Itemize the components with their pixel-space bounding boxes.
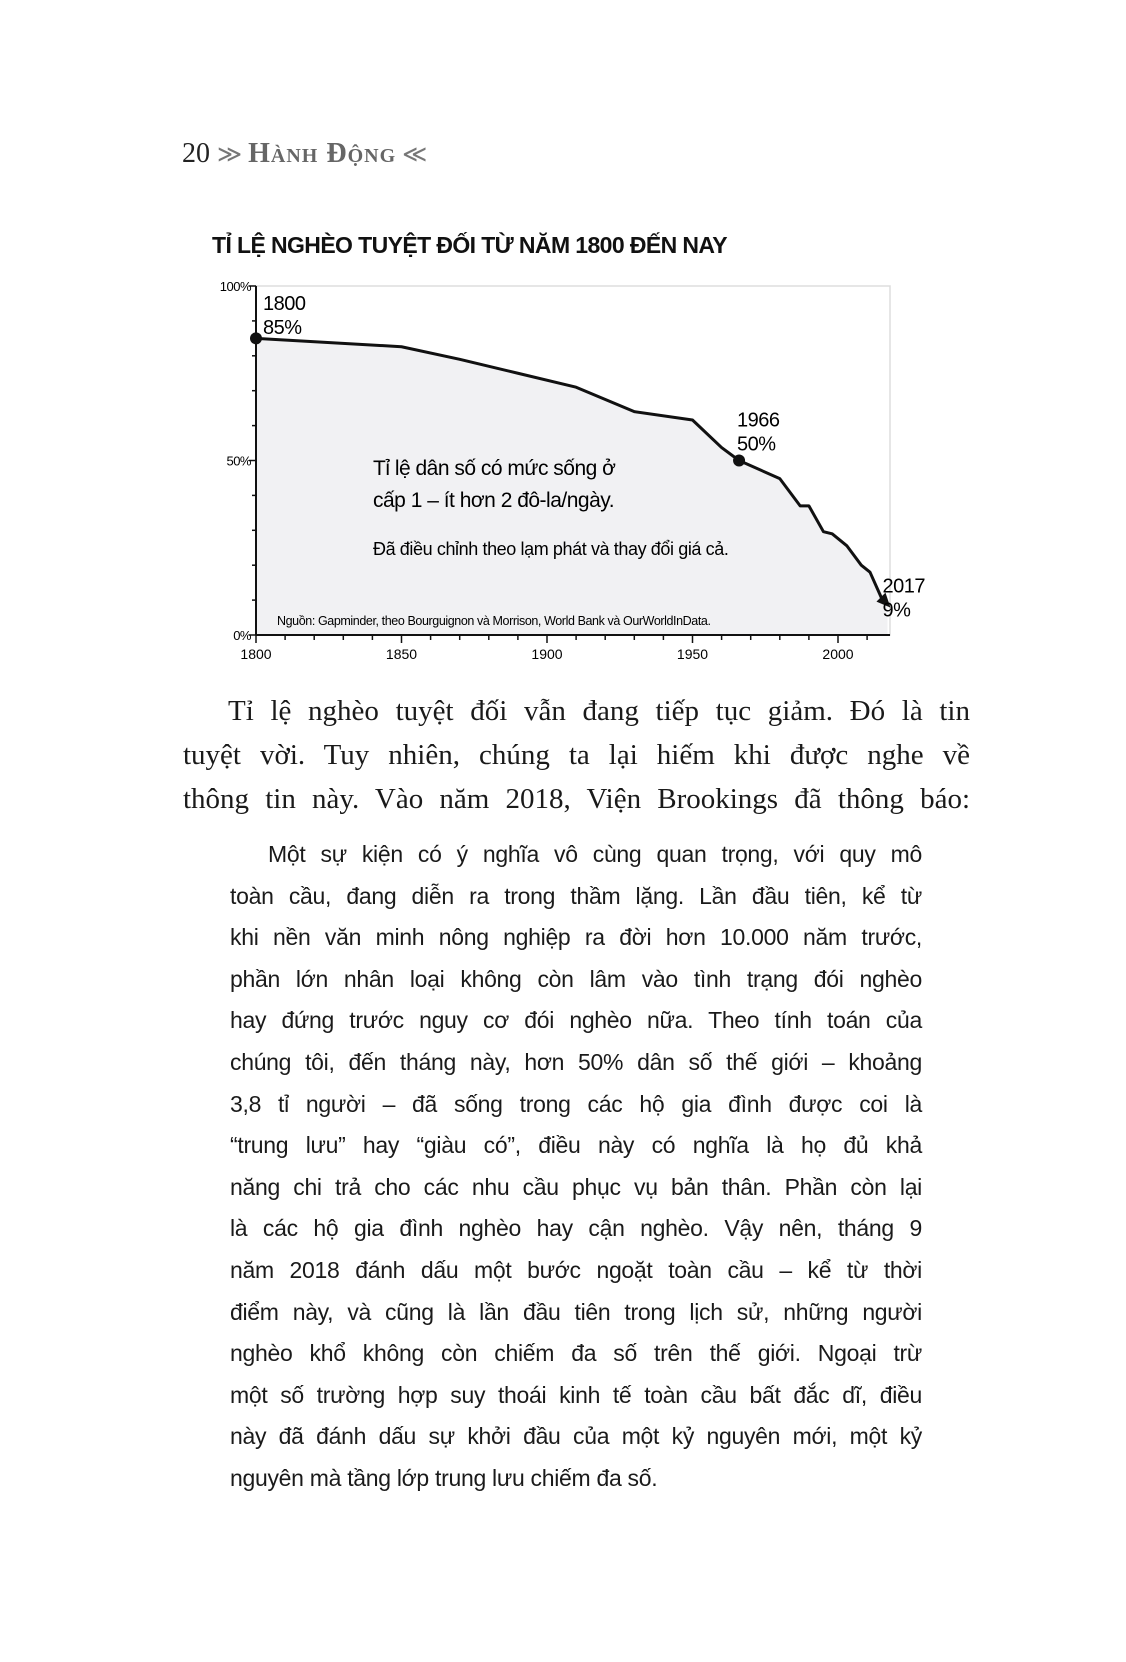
x-tick-label: 1950 [677,646,708,662]
series-line [255,336,884,599]
chart-description: Tỉ lệ dân số có mức sống ở [373,457,616,480]
quote-line: nguyên mà tầng lớp trung lưu chiếm đa số… [230,1464,658,1491]
poverty-chart: 0%50%100%1800 1850 1900 1950 2000180085%1966… [220,279,926,662]
page-number: 20 [182,138,210,169]
annotation-value: 50% [737,434,776,456]
quote-line: là các hộ gia đình nghèo hay cận nghèo. … [230,1215,922,1242]
quote-line: một số trường hợp suy thoái kinh tế toàn… [230,1381,922,1408]
annotation-year: 2017 [882,576,925,598]
quote-line: năm 2018 đánh dấu một bước ngoặt toàn cầ… [230,1256,922,1283]
right-ornament: ≪ [402,142,428,168]
x-tick-label: 1800 [240,646,271,662]
quote-line: chúng tôi, đến tháng này, hơn 50% dân số… [230,1048,922,1075]
block-quote: Một sự kiện có ý nghĩa vô cùng quan trọn… [230,834,922,1500]
area-fill [256,338,888,635]
annotation-value: 85% [263,317,302,339]
annotation-value: 9% [882,600,911,622]
quote-line: này đã đánh dấu sự khởi đầu của một kỷ n… [230,1423,922,1450]
left-ornament: ≫ [217,142,243,168]
chart-source: Nguồn: Gapminder, theo Bourguignon và Mo… [277,614,711,628]
y-tick-label: 50% [226,454,251,469]
annotation-year: 1966 [737,410,780,432]
paragraph-line: Tỉ lệ nghèo tuyệt đối vẫn đang tiếp tục … [228,695,970,727]
quote-line: phần lớn nhân loại không còn lâm vào tìn… [230,965,922,992]
y-tick-label: 100% [220,279,252,294]
x-tick-label: 1850 [386,646,417,662]
data-point-1966 [733,454,746,467]
chart-note: Đã điều chỉnh theo lạm phát và thay đổi … [373,539,728,559]
x-tick-label: 1900 [531,646,562,662]
arrow-head-icon [876,592,891,608]
quote-line: hay đứng trước nguy cơ đói nghèo nữa. Th… [230,1007,922,1034]
quote-line: điểm này, và cũng là lần đầu tiên trong … [230,1298,922,1325]
chart-title: TỈ LỆ NGHÈO TUYỆT ĐỐI TỪ NĂM 1800 ĐẾN NA… [212,232,728,258]
quote-line: khi nền văn minh nông nghiệp ra đời hơn … [230,924,922,951]
quote-line: toàn cầu, đang diễn ra trong thầm lặng. … [230,882,922,909]
quote-line: Một sự kiện có ý nghĩa vô cùng quan trọn… [268,841,922,867]
chart-description: cấp 1 – ít hơn 2 đô-la/ngày. [373,489,614,512]
body-paragraph: Tỉ lệ nghèo tuyệt đối vẫn đang tiếp tục … [183,689,970,821]
quote-line: năng chi trả cho các nhu cầu phục vụ bản… [230,1173,922,1200]
paragraph-line: tuyệt vời. Tuy nhiên, chúng ta lại hiếm … [183,739,970,771]
quote-line: 3,8 tỉ người – đã sống trong các hộ gia … [230,1090,922,1117]
quote-line: “trung lưu” hay “giàu có”, điều này có n… [230,1132,922,1159]
x-tick-label: 2000 [822,646,853,662]
quote-line: nghèo khổ không còn chiếm đa số trên thế… [230,1340,922,1367]
paragraph-line: thông tin này. Vào năm 2018, Viện Brooki… [183,783,970,815]
running-header: 20 ≫ Hành Động ≪ [182,138,427,170]
y-tick-label: 0% [233,628,252,643]
running-title: Hành Động [248,138,397,169]
annotation-year: 1800 [263,293,306,315]
